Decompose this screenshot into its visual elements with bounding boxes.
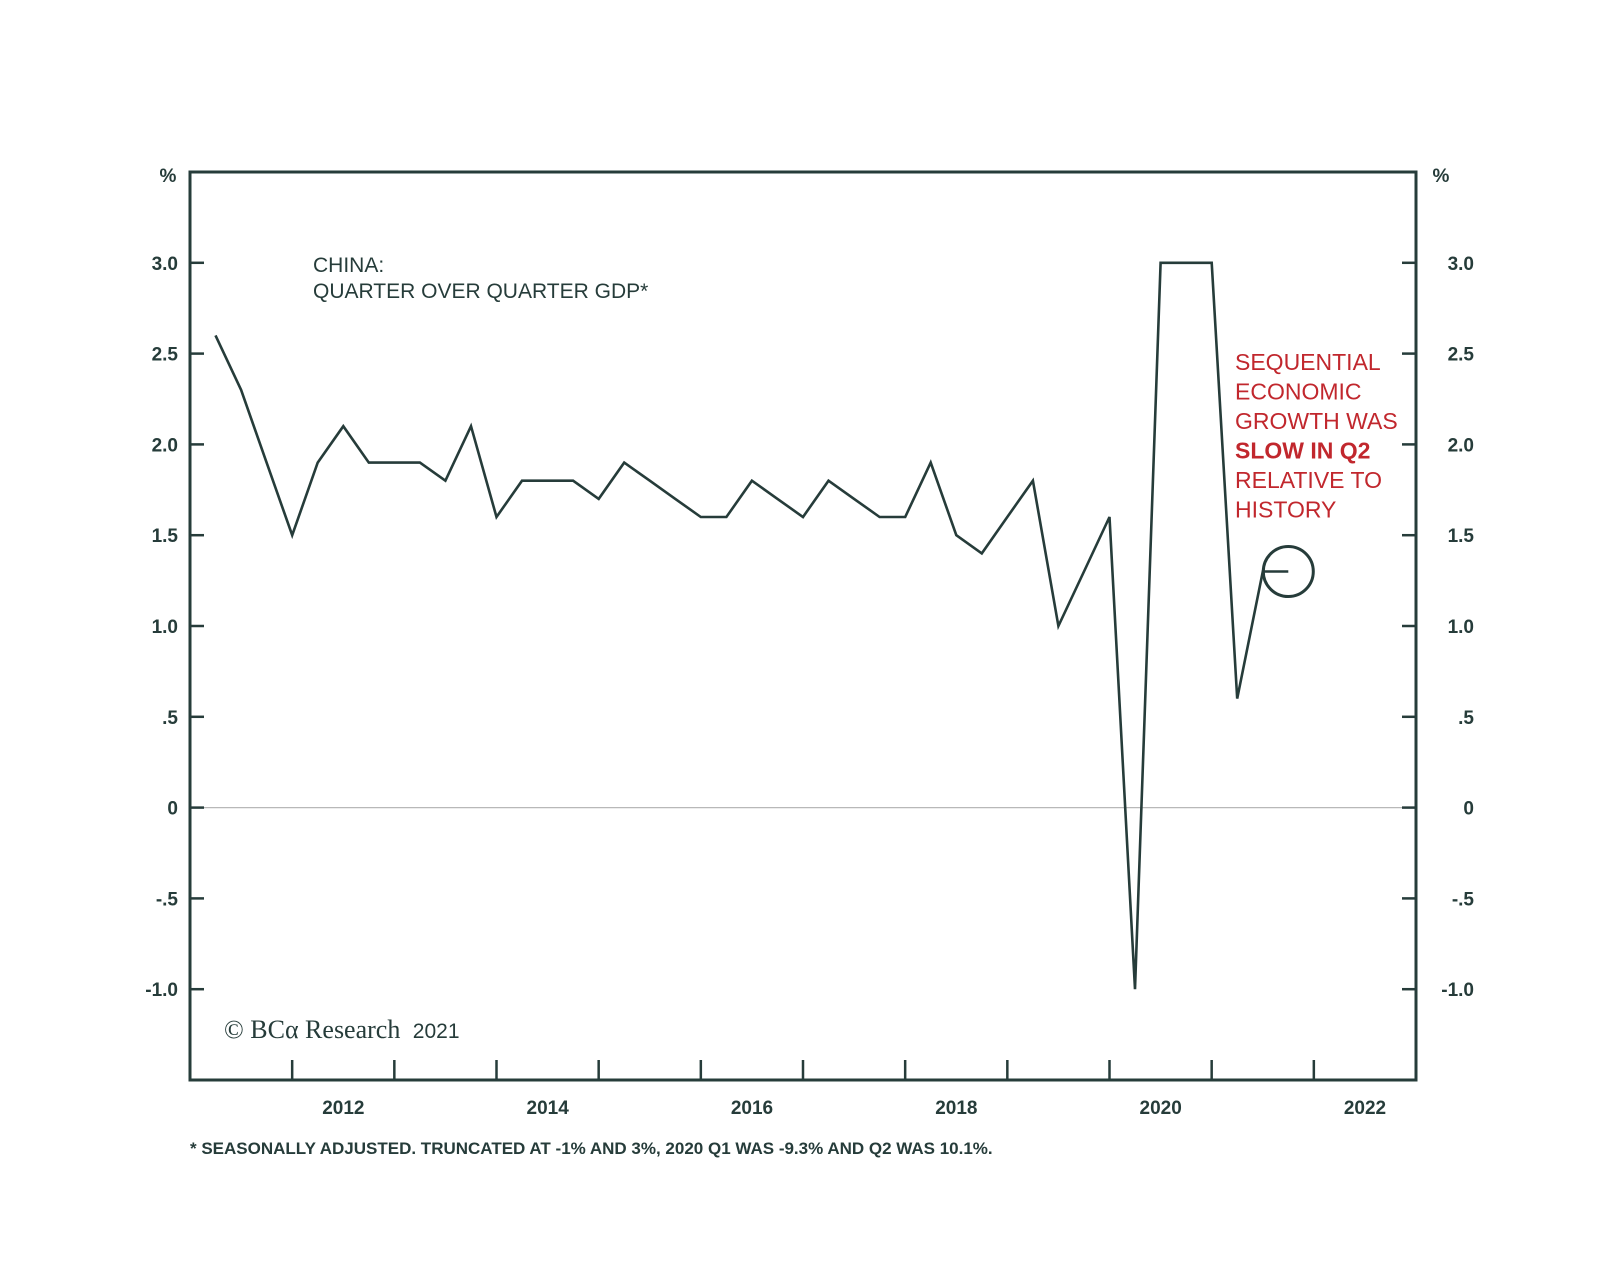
annotation-line: HISTORY [1235, 497, 1336, 523]
y-tick-label-left: 1.0 [152, 617, 178, 638]
y-tick-label-left: 1.5 [152, 526, 179, 547]
annotation-line: GROWTH WAS [1235, 408, 1398, 434]
annotation-line: SEQUENTIAL [1235, 349, 1381, 375]
y-tick-label-left: 3.0 [152, 254, 178, 275]
y-tick-label-left: -1.0 [145, 980, 178, 1001]
gdp-series-line [214, 261, 1289, 990]
x-tick-label: 2016 [731, 1098, 773, 1119]
x-tick-label: 2014 [527, 1098, 570, 1119]
annotation-line: RELATIVE TO [1235, 467, 1382, 493]
y-tick-label-right: 1.0 [1448, 617, 1474, 638]
y-tick-label-right: 2.0 [1448, 435, 1474, 456]
x-tick-label: 2020 [1140, 1098, 1182, 1119]
y-tick-label-right: 2.5 [1448, 345, 1475, 366]
y-tick-label-right: 0 [1463, 799, 1474, 820]
credit-label: © BCα Research 2021 [224, 1015, 460, 1044]
chart-title-line-1: CHINA: [313, 254, 384, 277]
y-tick-label-right: -.5 [1452, 889, 1475, 910]
axis-layer: 3.0 3.0 2.5 2.5 2.0 2.0 1.5 1.5 1.0 1.0 .5 .5 0 0 -.5 -… [145, 254, 1474, 1119]
y-tick-label-right: -1.0 [1441, 980, 1474, 1001]
q2-highlight-circle [1261, 545, 1315, 599]
annotation-line: SLOW IN Q2 [1235, 438, 1370, 464]
series-layer [214, 261, 1315, 990]
y-tick-label-left: .5 [162, 708, 178, 729]
y-unit-right: % [1433, 166, 1450, 187]
credit-year: 2021 [413, 1020, 460, 1043]
y-tick-label-left: -.5 [156, 889, 179, 910]
x-tick-label: 2022 [1344, 1098, 1386, 1119]
x-tick-label: 2012 [322, 1098, 364, 1119]
credit-main: © BCα Research [224, 1015, 400, 1044]
footnote: * SEASONALLY ADJUSTED. TRUNCATED AT -1% … [190, 1139, 993, 1158]
annotation-line: ECONOMIC [1235, 379, 1362, 405]
annotation-block: SEQUENTIAL ECONOMIC GROWTH WAS SLOW IN Q2 RE… [1235, 349, 1398, 523]
chart-title-line-2: QUARTER OVER QUARTER GDP* [313, 280, 648, 303]
y-tick-label-left: 2.0 [152, 435, 178, 456]
y-unit-left: % [160, 166, 177, 187]
y-tick-label-right: .5 [1458, 708, 1474, 729]
x-tick-label: 2018 [935, 1098, 977, 1119]
y-tick-label-left: 2.5 [152, 345, 179, 366]
y-tick-label-left: 0 [167, 799, 178, 820]
y-tick-label-right: 3.0 [1448, 254, 1474, 275]
y-tick-label-right: 1.5 [1448, 526, 1475, 547]
